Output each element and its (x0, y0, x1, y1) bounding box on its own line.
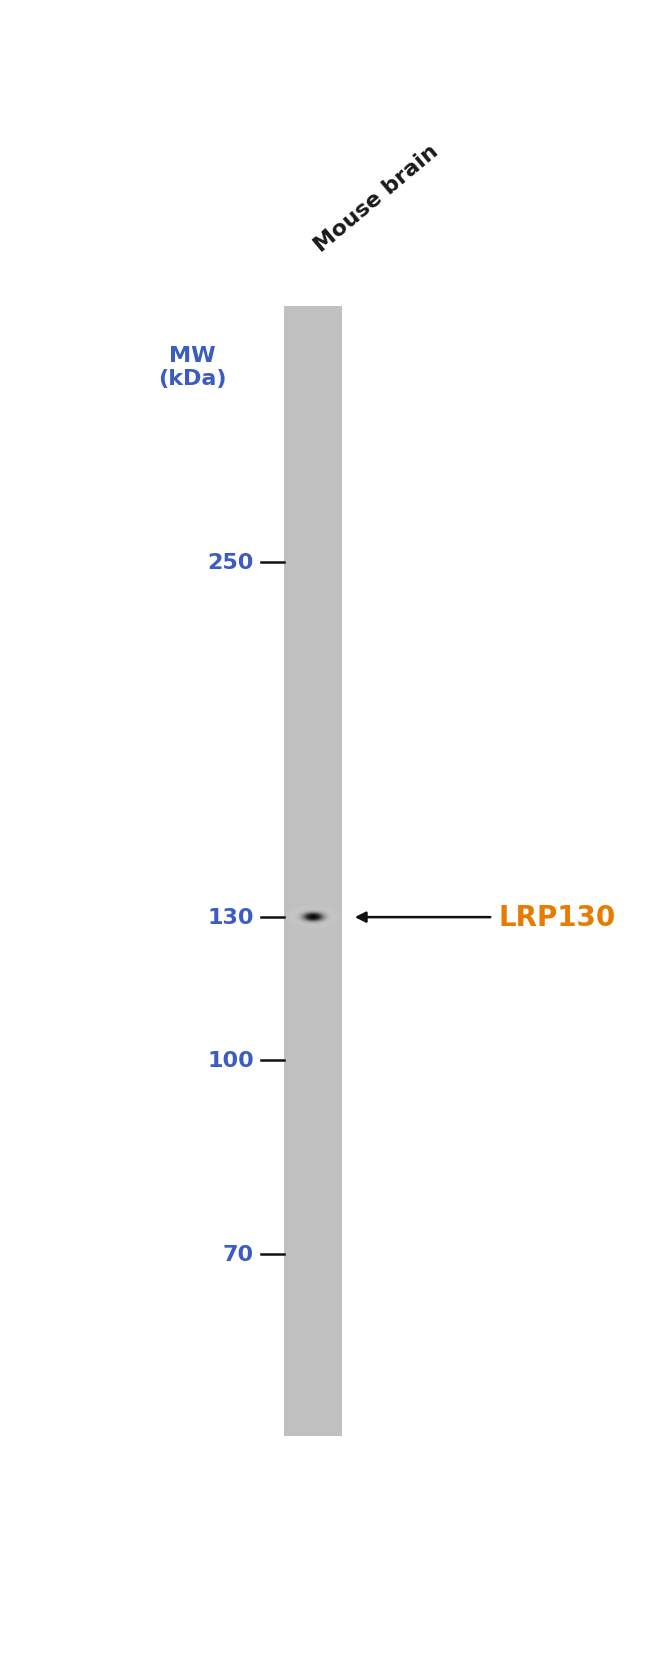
Text: 100: 100 (207, 1051, 254, 1070)
Text: 250: 250 (207, 552, 254, 572)
Text: 70: 70 (223, 1244, 254, 1264)
Bar (284, 307, 342, 1437)
Text: Mouse brain: Mouse brain (311, 141, 442, 257)
Text: 130: 130 (207, 908, 254, 928)
Text: LRP130: LRP130 (498, 903, 616, 931)
Text: MW
(kDa): MW (kDa) (158, 346, 226, 389)
